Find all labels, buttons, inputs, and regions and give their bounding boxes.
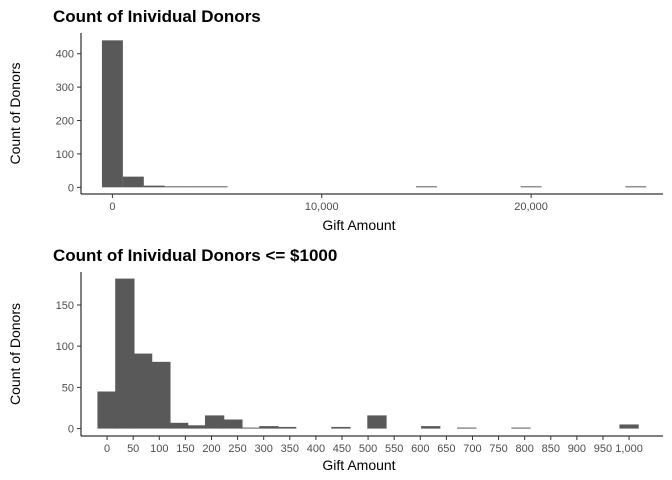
histogram-bar [164, 186, 186, 188]
y-tick-label: 150 [56, 300, 74, 312]
y-tick-label: 200 [56, 116, 74, 128]
histogram-bar [97, 391, 117, 429]
x-tick-label: 650 [437, 443, 455, 455]
histogram-bar [415, 186, 437, 188]
x-tick-label: 300 [255, 443, 273, 455]
x-tick-label: 400 [307, 443, 325, 455]
histogram-bar [185, 186, 207, 188]
x-tick-label: 50 [127, 443, 139, 455]
x-tick-label: 100 [150, 443, 168, 455]
y-axis-title: Count of Donors [7, 63, 23, 165]
x-tick-label: 550 [385, 443, 403, 455]
histogram-bar [204, 415, 225, 429]
x-tick-label: 900 [568, 443, 586, 455]
x-tick-label: 600 [411, 443, 429, 455]
x-tick-label: 950 [594, 443, 612, 455]
histogram-bar [240, 427, 261, 429]
histogram-bar [259, 426, 279, 429]
x-axis-title: Gift Amount [322, 217, 395, 233]
y-tick-label: 50 [62, 382, 74, 394]
chart-title: Count of Inividual Donors [53, 7, 261, 26]
x-tick-label: 150 [176, 443, 194, 455]
y-tick-label: 0 [68, 424, 74, 436]
histogram-bar [115, 278, 135, 429]
x-tick-label: 0 [109, 201, 115, 213]
chart-panel-1: Count of Inividual Donors 0 100 200 300 400 0 1… [7, 7, 663, 233]
x-tick-label: 800 [515, 443, 533, 455]
y-axis-title: Count of Donors [7, 303, 23, 405]
histogram-bar [187, 425, 207, 429]
x-tick-label: 250 [228, 443, 246, 455]
histogram-bar [421, 426, 441, 429]
histogram-bar [151, 361, 171, 429]
histogram-bar [619, 424, 639, 429]
histogram-bar [168, 422, 189, 429]
histogram-bar [206, 186, 228, 188]
x-tick-label: 450 [333, 443, 351, 455]
histogram-bar [223, 419, 243, 429]
histogram-bar [625, 186, 647, 188]
y-tick-label: 100 [56, 149, 74, 161]
x-tick-label: 750 [489, 443, 507, 455]
x-tick-label: 500 [359, 443, 377, 455]
histogram-bar [457, 427, 477, 429]
y-tick-label: 0 [68, 182, 74, 194]
x-tick-label: 10,000 [305, 201, 339, 213]
histogram-bar [101, 40, 123, 188]
histogram-bar [132, 353, 153, 429]
histogram-bar [367, 415, 387, 429]
x-tick-label: 0 [104, 443, 110, 455]
x-tick-label: 850 [542, 443, 560, 455]
y-tick-label: 100 [56, 341, 74, 353]
histogram-bar [143, 185, 165, 188]
histogram-bar [277, 426, 297, 429]
x-tick-label: 1,000 [615, 443, 643, 455]
histogram-bar [520, 186, 542, 188]
x-tick-label: 20,000 [514, 201, 548, 213]
y-tick-label: 300 [56, 82, 74, 94]
histogram-bar [511, 427, 531, 429]
x-tick-label: 700 [463, 443, 481, 455]
chart-title: Count of Inividual Donors <= $1000 [53, 246, 337, 265]
x-axis-title: Gift Amount [322, 457, 395, 473]
y-tick-label: 400 [56, 49, 74, 61]
x-tick-label: 350 [281, 443, 299, 455]
histogram-bar [331, 426, 351, 429]
histogram-bar [122, 176, 144, 188]
x-tick-label: 200 [202, 443, 220, 455]
chart-panel-2: Count of Inividual Donors <= $1000 0 50 100… [7, 246, 663, 473]
